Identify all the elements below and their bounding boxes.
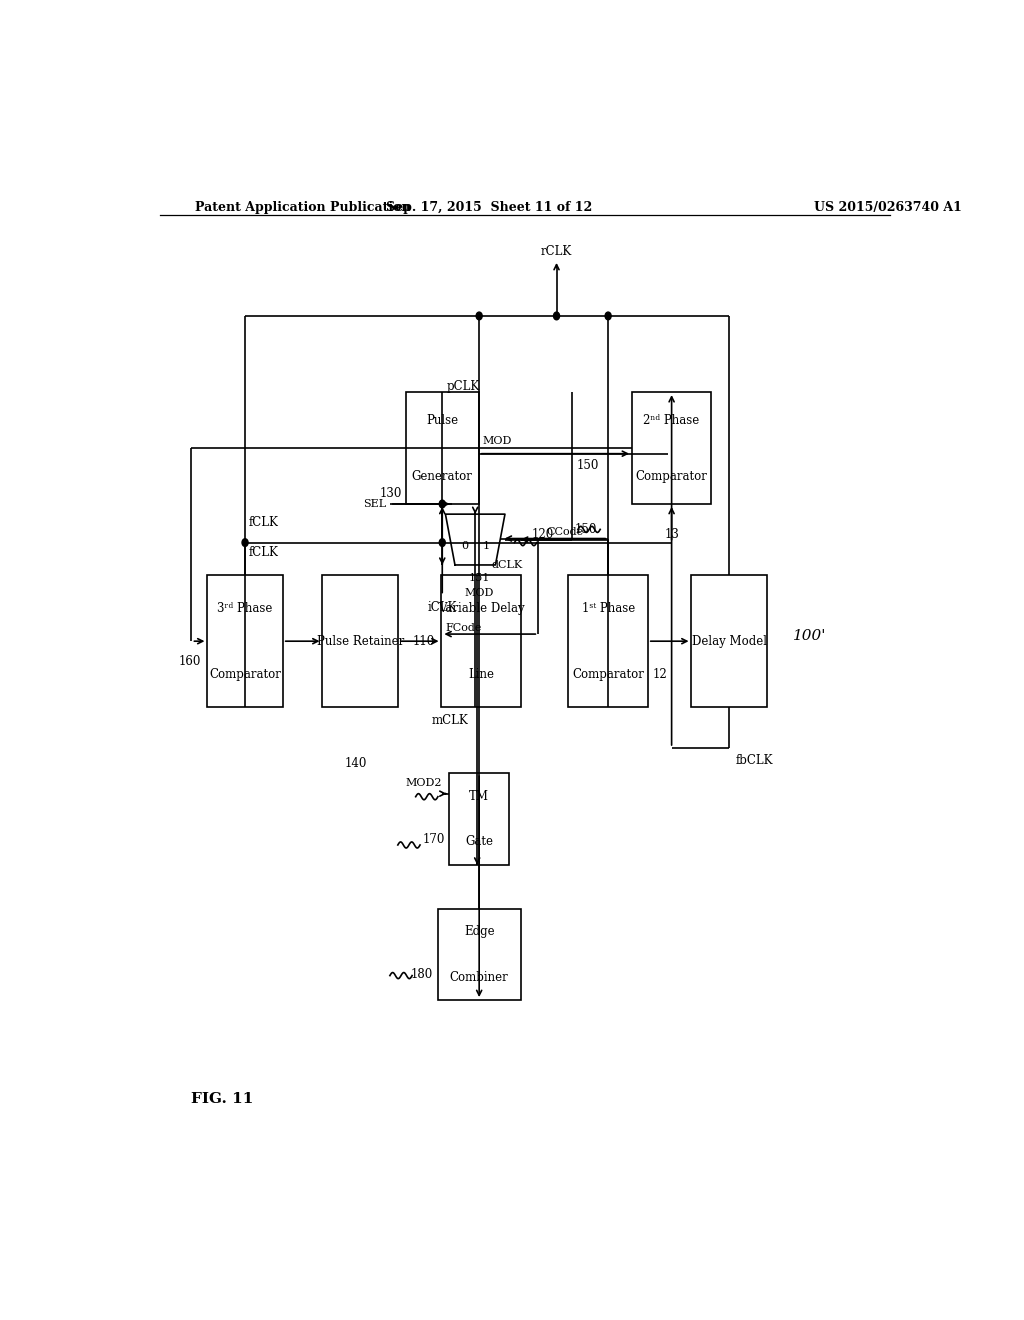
Bar [691,576,767,708]
Text: Edge: Edge [464,925,495,939]
Text: 151: 151 [469,573,489,583]
Text: US 2015/0263740 A1: US 2015/0263740 A1 [814,201,963,214]
Text: Line: Line [468,668,495,681]
Bar [441,576,521,708]
Text: 1ˢᵗ Phase: 1ˢᵗ Phase [582,602,635,615]
Text: pCLK: pCLK [446,380,479,392]
Bar [207,576,283,708]
Text: 13: 13 [665,528,679,541]
Text: 140: 140 [345,756,368,770]
Text: Variable Delay: Variable Delay [438,602,524,615]
Circle shape [554,312,559,319]
Text: Comparator: Comparator [572,668,644,681]
Circle shape [439,539,445,546]
Circle shape [242,539,248,546]
Text: Generator: Generator [412,470,473,483]
Bar [632,392,712,504]
Text: Delay Model: Delay Model [691,635,767,648]
Text: fbCLK: fbCLK [735,754,773,767]
Text: 150: 150 [577,459,599,473]
Text: MOD2: MOD2 [406,779,442,788]
Text: Combiner: Combiner [450,970,509,983]
Text: Pulse: Pulse [426,413,459,426]
Text: dCLK: dCLK [492,560,522,570]
Text: mCLK: mCLK [432,714,469,727]
Text: MOD: MOD [482,437,512,446]
Text: 12: 12 [652,668,668,681]
Text: CCode: CCode [546,528,583,537]
Text: Comparator: Comparator [209,668,281,681]
Circle shape [476,312,482,319]
Bar [437,908,521,1001]
Bar [406,392,479,504]
Text: SEL: SEL [362,499,386,510]
Text: 130: 130 [380,487,401,500]
Text: MOD: MOD [465,589,494,598]
Text: 0: 0 [461,541,468,550]
Text: 2ⁿᵈ Phase: 2ⁿᵈ Phase [643,413,699,426]
Text: 170: 170 [422,833,444,846]
Circle shape [605,312,611,319]
Text: Pulse Retainer: Pulse Retainer [316,635,403,648]
Text: Gate: Gate [465,836,494,849]
Bar [568,576,648,708]
Text: iCLK: iCLK [428,601,457,614]
Text: 3ʳᵈ Phase: 3ʳᵈ Phase [217,602,272,615]
Bar [450,774,509,865]
Text: 120: 120 [531,528,554,541]
Text: 160: 160 [178,655,201,668]
Text: TM: TM [469,789,489,803]
Text: Comparator: Comparator [636,470,708,483]
Bar [323,576,397,708]
Text: 150: 150 [574,523,597,536]
Text: FCode: FCode [445,623,482,634]
Text: 1: 1 [482,541,489,550]
Polygon shape [445,515,505,565]
Text: 180: 180 [411,968,433,981]
Text: 100': 100' [793,630,826,643]
Text: Sep. 17, 2015  Sheet 11 of 12: Sep. 17, 2015 Sheet 11 of 12 [386,201,592,214]
Text: fCLK: fCLK [249,546,279,560]
Text: fCLK: fCLK [249,516,279,529]
Text: FIG. 11: FIG. 11 [191,1092,254,1106]
Text: rCLK: rCLK [541,246,572,259]
Circle shape [439,500,445,508]
Text: Patent Application Publication: Patent Application Publication [196,201,411,214]
Text: 110: 110 [413,635,435,648]
